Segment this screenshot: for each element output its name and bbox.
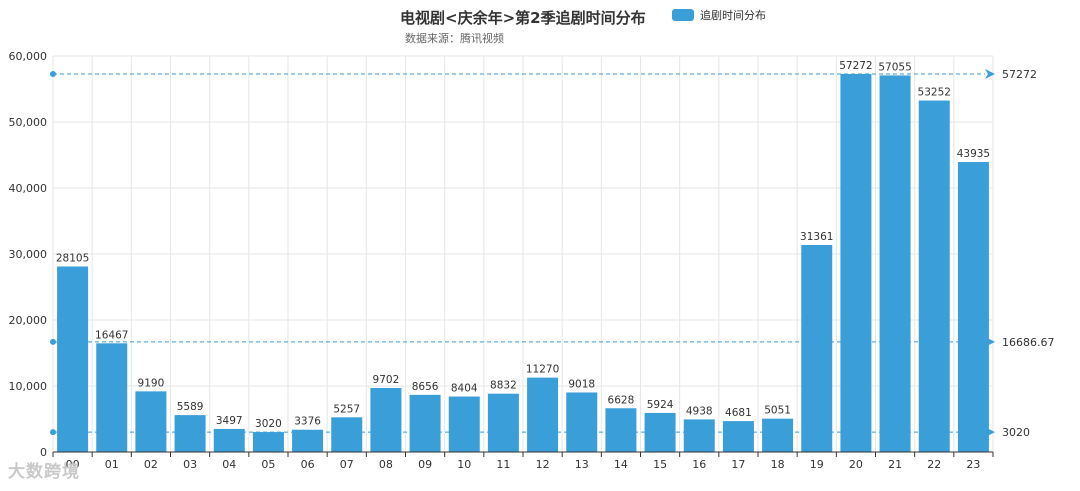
bar [722, 421, 754, 452]
bar [879, 75, 911, 452]
bar-value-label: 57272 [839, 60, 872, 72]
legend-swatch [672, 9, 694, 21]
x-tick-label: 21 [888, 458, 902, 471]
x-tick-label: 11 [496, 458, 510, 471]
x-tick-label: 03 [183, 458, 197, 471]
x-tick-label: 06 [301, 458, 315, 471]
bar [292, 429, 324, 452]
bar [57, 266, 89, 452]
bar-value-label: 3376 [294, 416, 321, 428]
bar-value-label: 57055 [878, 61, 911, 73]
x-tick-label: 15 [653, 458, 667, 471]
bar-value-label: 4681 [725, 407, 752, 419]
x-tick-label: 13 [575, 458, 589, 471]
x-tick-label: 12 [536, 458, 550, 471]
bar [409, 394, 441, 452]
x-tick-label: 07 [340, 458, 354, 471]
bar [840, 74, 872, 453]
bar-value-label: 28105 [56, 253, 89, 265]
bar-value-label: 8404 [451, 383, 478, 395]
bar-value-label: 9190 [138, 377, 165, 389]
bar [331, 417, 363, 452]
bar [801, 245, 833, 452]
x-tick-label: 18 [771, 458, 785, 471]
x-tick-label: 09 [418, 458, 432, 471]
y-tick-label: 60,000 [9, 50, 48, 63]
bar-value-label: 11270 [526, 364, 559, 376]
bar-value-label: 9702 [373, 374, 400, 386]
bar [487, 393, 519, 452]
bar [957, 162, 989, 453]
bar-value-label: 5589 [177, 401, 204, 413]
y-tick-label: 40,000 [9, 182, 48, 195]
bar-value-label: 3497 [216, 415, 243, 427]
bar [448, 396, 480, 452]
markline-arrow-icon [985, 69, 995, 80]
legend[interactable]: 追剧时间分布 [672, 7, 766, 23]
bar-value-label: 16467 [95, 329, 128, 341]
grid-layer [52, 55, 994, 453]
x-tick-label: 05 [261, 458, 275, 471]
y-tick-label: 30,000 [9, 248, 48, 261]
markline-layer: 57272 16686.67 3020 [50, 68, 1055, 439]
bar [213, 428, 245, 452]
bar-value-label: 8656 [412, 381, 439, 393]
y-tick-label: 10,000 [9, 380, 48, 393]
chart-subtitle: 数据来源：腾讯视频 [405, 32, 504, 45]
bar-value-label: 8832 [490, 380, 517, 392]
markline-arrow-icon [985, 427, 995, 438]
bar-value-label: 6628 [608, 394, 635, 406]
legend-label: 追剧时间分布 [700, 9, 766, 22]
x-tick-label: 19 [810, 458, 824, 471]
x-tick-label: 00 [66, 458, 80, 471]
markline-arrow-icon [985, 336, 995, 347]
markline-start-dot [50, 429, 56, 436]
bar [605, 408, 637, 452]
watermark: 大数跨境 [8, 462, 80, 482]
x-tick-label: 04 [222, 458, 236, 471]
markline-start-dot [50, 338, 56, 345]
bar-value-label: 43935 [957, 148, 990, 160]
bar-value-label: 53252 [918, 87, 951, 99]
x-tick-label: 22 [927, 458, 941, 471]
bar [174, 415, 206, 452]
bar [527, 377, 559, 452]
bar [683, 419, 715, 452]
y-tick-label: 50,000 [9, 116, 48, 129]
y-tick-label: 0 [40, 446, 47, 459]
bar-layer: 28105 16467 9190 5589 3497 3020 3376 5257 9702 86… [56, 60, 990, 453]
bar-value-label: 3020 [255, 418, 282, 430]
bar [96, 343, 128, 452]
chart-title: 电视剧<庆余年>第2季追剧时间分布 [400, 9, 646, 27]
x-tick-label: 02 [144, 458, 158, 471]
markline-label: 3020 [1002, 426, 1030, 439]
y-tick-label: 20,000 [9, 314, 48, 327]
bar [566, 392, 598, 452]
bar-value-label: 9018 [568, 378, 595, 390]
x-tick-label: 10 [457, 458, 471, 471]
axis-layer: 0 10,000 20,000 30,000 40,000 50,000 60,000 00 0… [9, 50, 994, 471]
bar [135, 391, 167, 452]
x-tick-label: 14 [614, 458, 628, 471]
bar [370, 387, 402, 452]
bar-value-label: 5051 [764, 405, 791, 417]
markline-label: 57272 [1002, 68, 1037, 81]
x-tick-label: 01 [105, 458, 119, 471]
x-tick-label: 16 [692, 458, 706, 471]
x-tick-label: 23 [966, 458, 980, 471]
bar-value-label: 5257 [333, 403, 360, 415]
bar-value-label: 31361 [800, 231, 833, 243]
markline-label: 16686.67 [1002, 336, 1055, 349]
x-tick-label: 08 [379, 458, 393, 471]
markline-start-dot [50, 71, 56, 78]
bar [918, 100, 950, 452]
bar [762, 418, 794, 452]
bar-value-label: 4938 [686, 405, 713, 417]
x-tick-label: 17 [731, 458, 745, 471]
bar-value-label: 5924 [647, 399, 674, 411]
bar [252, 432, 284, 452]
x-tick-label: 20 [849, 458, 863, 471]
